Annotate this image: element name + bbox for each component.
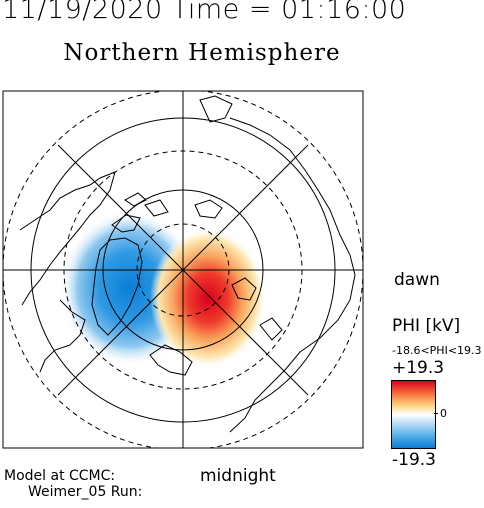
dawn-label: dawn <box>394 270 440 290</box>
coast-eurasia <box>229 117 356 433</box>
colorbar-max-label: +19.3 <box>392 358 445 378</box>
colorbar-zero-label: 0 <box>440 407 447 420</box>
colorbar-range: -18.6<PHI<19.3 <box>392 344 482 357</box>
midnight-label: midnight <box>200 466 276 486</box>
coast-svalbard <box>194 199 223 219</box>
coast-hudson <box>39 299 86 373</box>
timestamp: 11/19/2020 Time = 01:16:00 <box>2 0 407 25</box>
positive-potential-cell <box>150 228 266 368</box>
meridian-lines <box>3 91 363 448</box>
colorbar-min-label: -19.3 <box>392 450 436 470</box>
coast-greenland <box>91 237 143 336</box>
run-label: Weimer_05 Run: <box>28 484 143 500</box>
coast-north-america <box>19 171 116 306</box>
map-frame <box>2 90 364 449</box>
coast-scandinavia <box>149 344 193 376</box>
hemisphere-title: Northern Hemisphere <box>63 40 341 66</box>
coast-arctic-islands <box>111 192 169 233</box>
coast-siberia-islands <box>231 277 283 341</box>
coast-alaska <box>199 95 233 123</box>
colorbar-title: PHI [kV] <box>392 316 461 336</box>
colorbar <box>391 380 436 449</box>
model-label: Model at CCMC: <box>4 468 116 484</box>
colorbar-zero-tick <box>434 413 438 414</box>
coastlines <box>19 95 356 433</box>
